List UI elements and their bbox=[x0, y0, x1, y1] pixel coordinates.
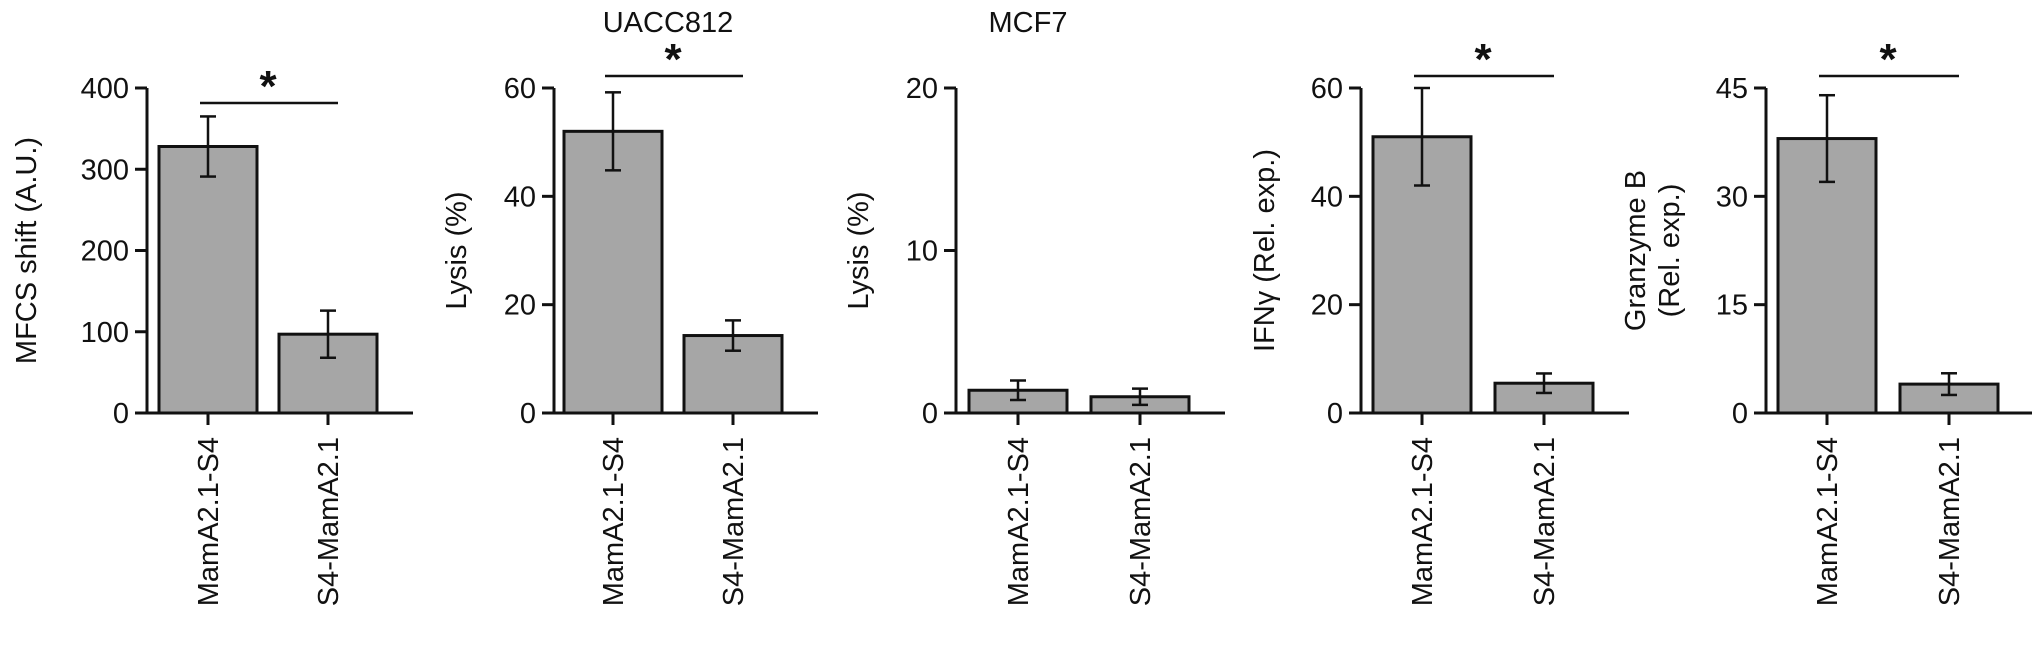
y-tick-label: 0 bbox=[1732, 398, 1748, 430]
x-category-label: S4-MamA2.1 bbox=[1125, 437, 1157, 606]
x-category-label: MamA2.1-S4 bbox=[1407, 437, 1439, 606]
y-tick-label: 30 bbox=[1716, 181, 1748, 213]
bar bbox=[1776, 137, 1878, 415]
y-axis-title: MFCS shift (A.U.) bbox=[11, 137, 43, 364]
y-tick-label: 0 bbox=[520, 398, 536, 430]
x-category-label: MamA2.1-S4 bbox=[1003, 437, 1035, 606]
y-tick-label: 20 bbox=[1311, 290, 1343, 322]
significance-star: * bbox=[664, 35, 682, 84]
y-axis-title: IFNγ (Rel. exp.) bbox=[1249, 149, 1281, 352]
y-tick-label: 45 bbox=[1716, 73, 1748, 105]
y-tick-label: 0 bbox=[113, 398, 129, 430]
x-category-label: S4-MamA2.1 bbox=[313, 437, 345, 606]
y-tick-label: 100 bbox=[81, 317, 129, 349]
y-axis-title: Granzyme B bbox=[1620, 170, 1652, 331]
significance-star: * bbox=[1474, 35, 1492, 84]
x-category-label: MamA2.1-S4 bbox=[598, 437, 630, 606]
y-tick-label: 0 bbox=[922, 398, 938, 430]
y-tick-label: 200 bbox=[81, 236, 129, 268]
y-axis-title: Lysis (%) bbox=[441, 191, 473, 309]
y-tick-label: 20 bbox=[504, 290, 536, 322]
chart-title: UACC812 bbox=[603, 7, 734, 39]
y-tick-label: 60 bbox=[504, 73, 536, 105]
x-category-label: MamA2.1-S4 bbox=[1812, 437, 1844, 606]
significance-star: * bbox=[259, 62, 277, 111]
significance-star: * bbox=[1879, 35, 1897, 84]
y-tick-label: 300 bbox=[81, 154, 129, 186]
chart-title: MCF7 bbox=[989, 7, 1068, 39]
y-tick-label: 40 bbox=[1311, 181, 1343, 213]
y-tick-label: 20 bbox=[906, 73, 938, 105]
y-tick-label: 10 bbox=[906, 236, 938, 268]
x-category-label: S4-MamA2.1 bbox=[1934, 437, 1966, 606]
y-tick-label: 15 bbox=[1716, 290, 1748, 322]
y-tick-label: 0 bbox=[1327, 398, 1343, 430]
x-category-label: S4-MamA2.1 bbox=[1529, 437, 1561, 606]
y-axis-title: Lysis (%) bbox=[843, 191, 875, 309]
x-category-label: S4-MamA2.1 bbox=[718, 437, 750, 606]
bar bbox=[157, 145, 259, 415]
y-tick-label: 40 bbox=[504, 181, 536, 213]
y-axis-title: (Rel. exp.) bbox=[1654, 184, 1686, 318]
bar bbox=[562, 129, 664, 415]
y-tick-label: 400 bbox=[81, 73, 129, 105]
x-category-label: MamA2.1-S4 bbox=[193, 437, 225, 606]
y-tick-label: 60 bbox=[1311, 73, 1343, 105]
